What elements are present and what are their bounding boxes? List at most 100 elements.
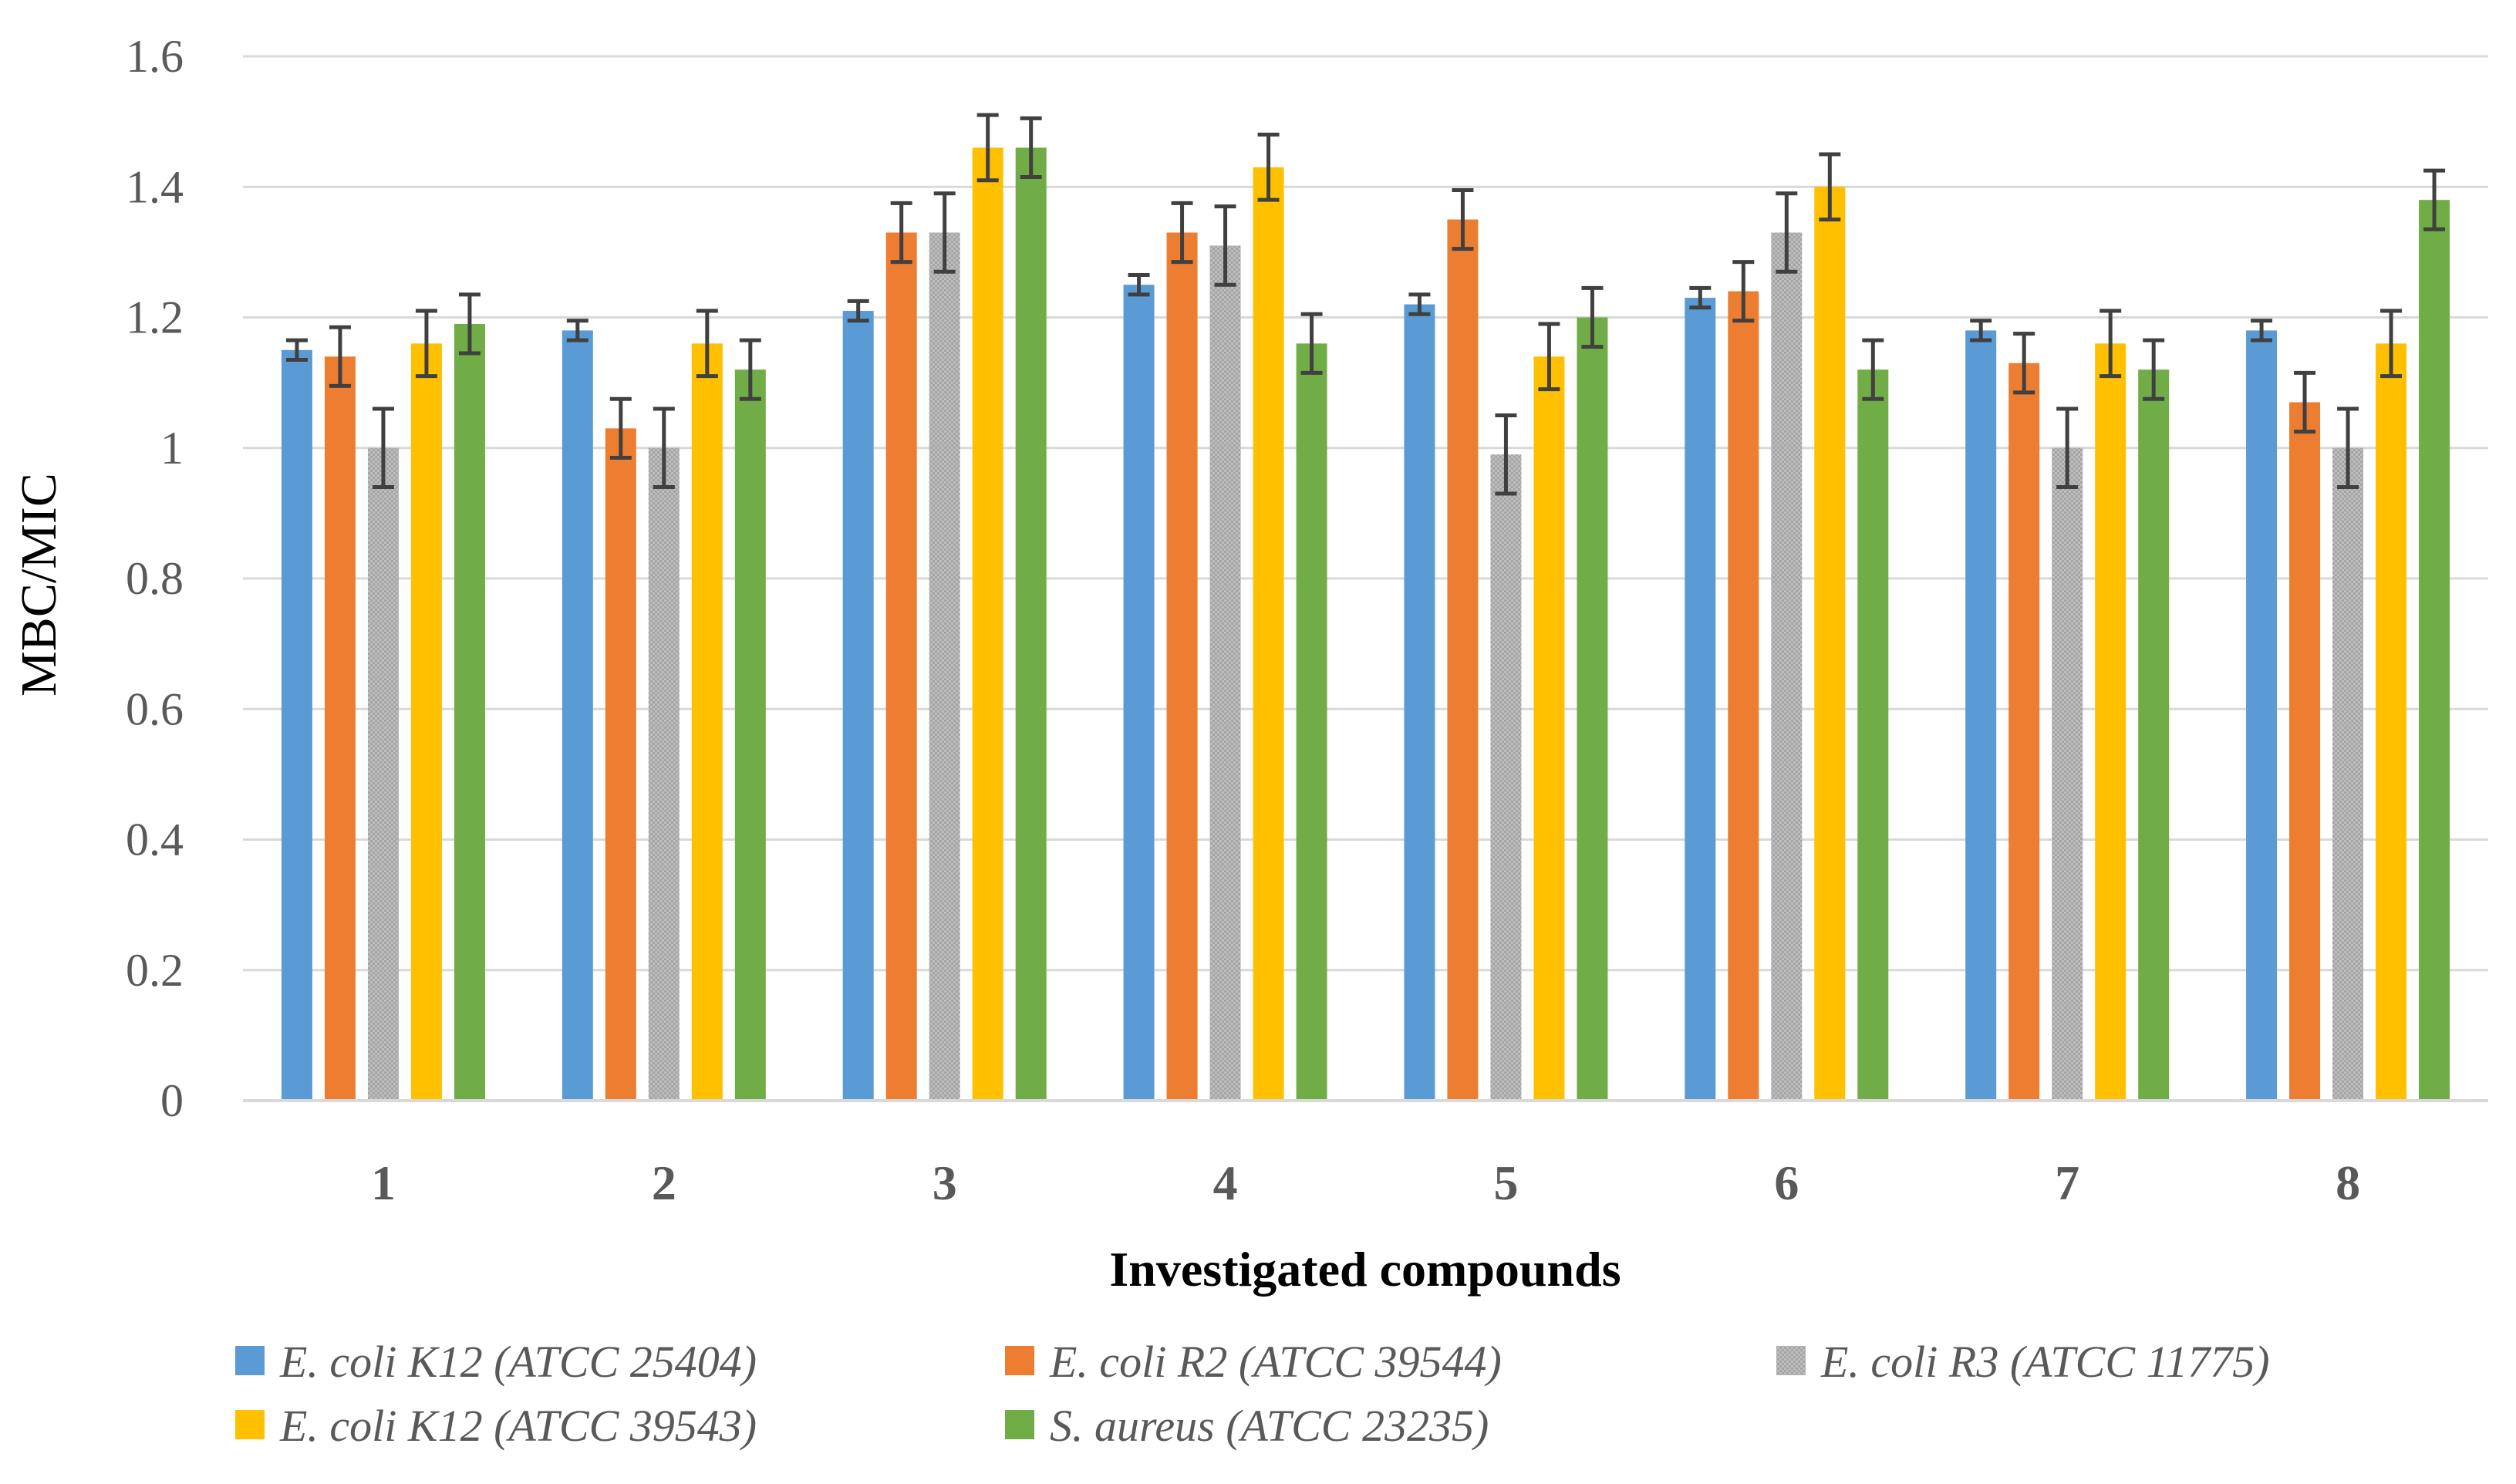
error-bar bbox=[2013, 332, 2035, 395]
bar bbox=[1857, 369, 1889, 1101]
y-tick-label: 0.6 bbox=[126, 683, 184, 734]
error-bar bbox=[1970, 319, 1992, 342]
error-bar bbox=[933, 191, 956, 274]
y-tick-label: 0 bbox=[160, 1075, 184, 1126]
error-bar bbox=[890, 201, 912, 265]
error-bar bbox=[696, 309, 718, 379]
legend-label: E. coli R3 (ATCC 11775) bbox=[1820, 1337, 2270, 1387]
legend-swatch bbox=[1005, 1346, 1034, 1375]
error-bar bbox=[458, 292, 481, 356]
error-bar bbox=[2380, 309, 2403, 379]
error-bar bbox=[1214, 204, 1236, 287]
legend-label: E. coli K12 (ATCC 39543) bbox=[279, 1401, 757, 1451]
legend-item: S. aureus (ATCC 23235) bbox=[1005, 1401, 1489, 1451]
x-category-label: 5 bbox=[1493, 1155, 1518, 1210]
bar bbox=[454, 323, 485, 1101]
x-category-label: 1 bbox=[371, 1155, 396, 1210]
bar bbox=[2289, 402, 2321, 1101]
error-bar bbox=[1452, 187, 1474, 251]
error-bar bbox=[739, 338, 761, 401]
bar bbox=[1166, 232, 1198, 1101]
legend-swatch bbox=[1005, 1410, 1034, 1439]
error-bar bbox=[1020, 116, 1042, 180]
bar bbox=[1447, 219, 1479, 1101]
error-bar bbox=[329, 325, 351, 388]
bars bbox=[281, 147, 2450, 1101]
error-bar bbox=[1257, 133, 1280, 202]
error-bar bbox=[609, 396, 632, 460]
y-axis-title: MBC/MIC bbox=[11, 473, 67, 696]
y-tick-label: 1.2 bbox=[126, 292, 184, 343]
error-bar bbox=[372, 406, 394, 490]
bar bbox=[885, 232, 917, 1101]
error-bar bbox=[1581, 285, 1604, 349]
error-bar bbox=[2143, 338, 2165, 401]
error-bar bbox=[2251, 319, 2273, 342]
y-tick-label: 0.4 bbox=[126, 815, 184, 865]
bar bbox=[281, 349, 312, 1101]
legend: E. coli K12 (ATCC 25404) E. coli R2 (ATCC… bbox=[235, 1337, 2270, 1451]
bar bbox=[1685, 298, 1716, 1101]
x-category-label: 8 bbox=[2336, 1155, 2360, 1210]
bar bbox=[1253, 167, 1284, 1101]
bar bbox=[1296, 343, 1327, 1101]
bar bbox=[1123, 285, 1155, 1101]
bar bbox=[2332, 447, 2364, 1101]
x-axis-categories: 1 2 3 4 5 6 7 8 bbox=[371, 1155, 2360, 1210]
error-bar bbox=[847, 298, 869, 323]
error-bar bbox=[1538, 322, 1560, 392]
bar bbox=[1814, 187, 1846, 1101]
bar bbox=[1771, 232, 1803, 1101]
error-bar bbox=[1689, 285, 1712, 310]
bar bbox=[2419, 200, 2450, 1101]
legend-swatch bbox=[235, 1410, 265, 1439]
legend-label: S. aureus (ATCC 23235) bbox=[1050, 1401, 1489, 1451]
y-tick-label: 1 bbox=[160, 423, 184, 474]
legend-item: E. coli R3 (ATCC 11775) bbox=[1776, 1337, 2270, 1387]
bar bbox=[1577, 317, 1608, 1101]
bar bbox=[324, 356, 356, 1101]
legend-swatch bbox=[235, 1346, 265, 1375]
y-tick-label: 1.6 bbox=[126, 31, 184, 82]
bar bbox=[842, 311, 874, 1101]
error-bar bbox=[2056, 406, 2079, 490]
error-bar bbox=[1819, 152, 1841, 222]
error-bar bbox=[1862, 338, 1884, 401]
bar bbox=[2246, 330, 2278, 1101]
bar bbox=[648, 447, 680, 1101]
legend-item: E. coli R2 (ATCC 39544) bbox=[1005, 1337, 1502, 1387]
error-bar bbox=[1408, 292, 1431, 316]
error-bar bbox=[653, 406, 675, 490]
error-bar bbox=[1171, 201, 1193, 265]
bar bbox=[605, 428, 636, 1101]
error-bar bbox=[2099, 309, 2122, 379]
legend-label: E. coli R2 (ATCC 39544) bbox=[1049, 1337, 1502, 1387]
error-bar bbox=[285, 338, 308, 363]
error-bars bbox=[285, 113, 2446, 496]
error-bar bbox=[566, 319, 589, 342]
error-bar bbox=[1495, 413, 1517, 496]
bar bbox=[1728, 291, 1759, 1101]
bar bbox=[1965, 330, 1997, 1101]
bar bbox=[1533, 356, 1565, 1101]
error-bar bbox=[1300, 312, 1323, 375]
legend-label: E. coli K12 (ATCC 25404) bbox=[279, 1337, 757, 1387]
x-category-label: 2 bbox=[652, 1155, 676, 1210]
error-bar bbox=[2294, 370, 2316, 434]
bar bbox=[1015, 147, 1047, 1101]
x-category-label: 7 bbox=[2055, 1155, 2079, 1210]
bar bbox=[367, 447, 399, 1101]
bar bbox=[2095, 343, 2126, 1101]
error-bar bbox=[2423, 168, 2446, 231]
y-tick-label: 0.8 bbox=[126, 553, 184, 604]
legend-item: E. coli K12 (ATCC 39543) bbox=[235, 1401, 757, 1451]
bar bbox=[562, 330, 593, 1101]
legend-item: E. coli K12 (ATCC 25404) bbox=[235, 1337, 757, 1387]
bar bbox=[734, 369, 766, 1101]
bar bbox=[2376, 343, 2407, 1101]
x-axis-title: Investigated compounds bbox=[1109, 1242, 1621, 1297]
error-bar bbox=[1128, 272, 1150, 297]
bar bbox=[2138, 369, 2170, 1101]
x-category-label: 4 bbox=[1213, 1155, 1238, 1210]
